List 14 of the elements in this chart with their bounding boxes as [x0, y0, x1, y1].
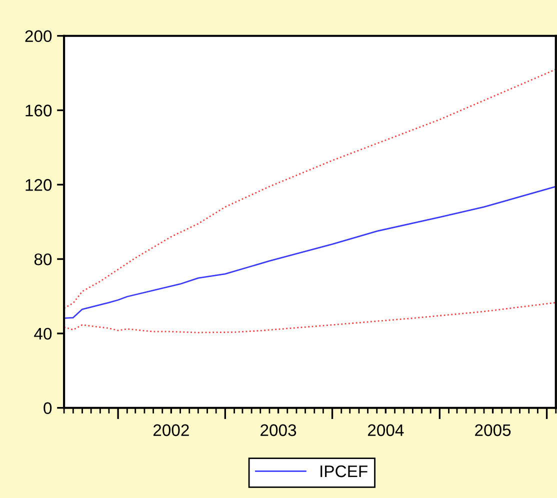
line-series: [64, 68, 556, 309]
y-tick-label: 200: [25, 30, 52, 42]
line-series: [64, 302, 556, 334]
x-tick-label: 2004: [368, 424, 404, 436]
y-tick-label: 0: [44, 402, 52, 414]
y-tick-label: 40: [34, 328, 52, 340]
legend-label: IPCEF: [320, 465, 368, 478]
x-tick-label: 2003: [260, 424, 296, 436]
y-tick-label: 160: [26, 104, 52, 116]
y-tick-label: 80: [34, 253, 52, 266]
y-tick-label: 120: [26, 179, 52, 191]
line-series: [64, 186, 556, 319]
x-tick-label: 2005: [475, 424, 511, 436]
x-tick-label: 2002: [153, 424, 189, 436]
